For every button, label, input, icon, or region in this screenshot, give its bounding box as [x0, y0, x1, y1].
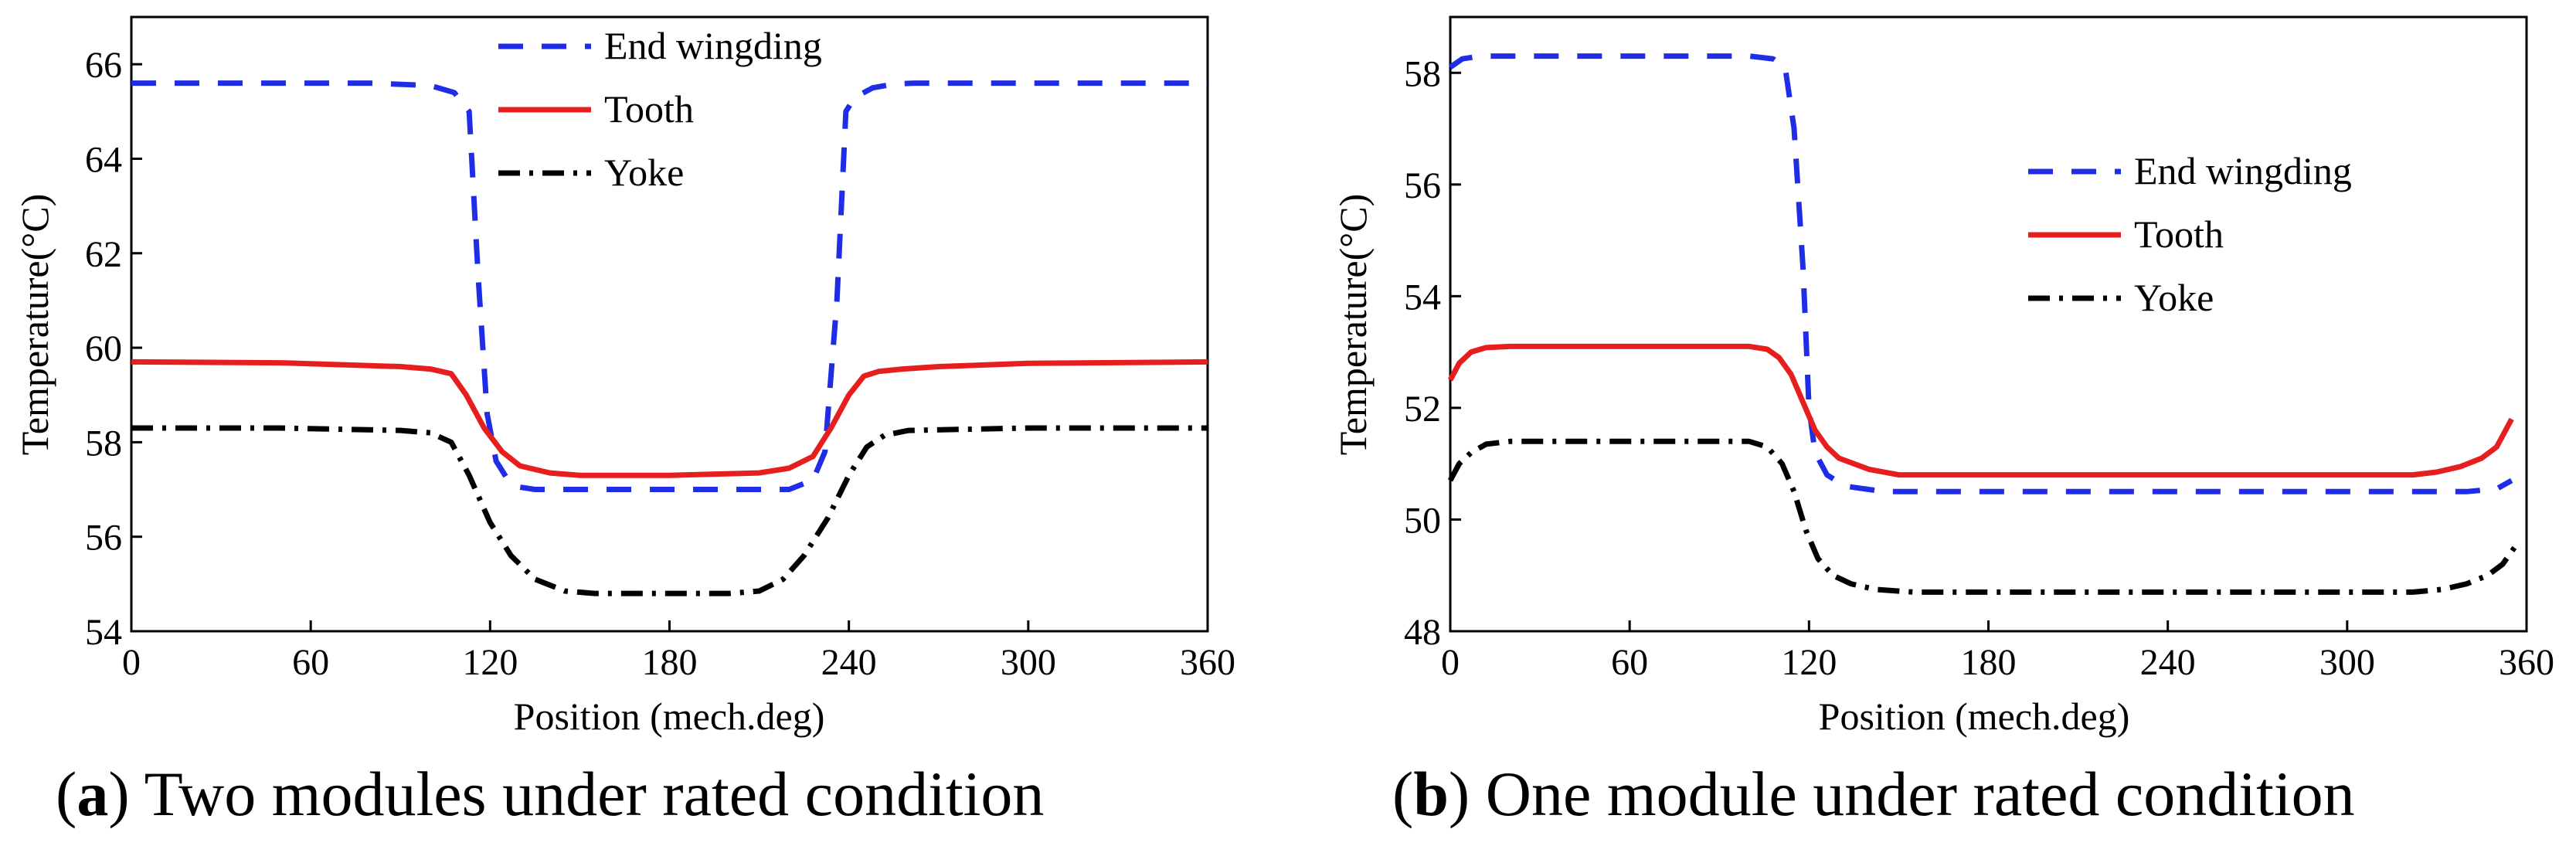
panel-a-series-group — [131, 80, 1208, 596]
panel-b-series-yoke-line — [1447, 438, 2517, 595]
panel-a-y-axis: 54 56 58 60 62 64 66 — [85, 45, 142, 653]
panel-a-y-axis-label: Temperature(°C) — [13, 194, 56, 456]
panel-b-x-tick-label-360: 360 — [2499, 642, 2554, 683]
panel-a-y-tick-label-54: 54 — [85, 612, 122, 653]
panel-b-series-tooth-line — [1447, 343, 2514, 478]
panel-a-x-tick-label-300: 300 — [1001, 642, 1056, 683]
panel-b-x-tick-label-240: 240 — [2140, 642, 2196, 683]
panel-a-x-axis: 0 60 120 180 240 300 360 — [122, 620, 1235, 683]
panel-a-y-tick-label-58: 58 — [85, 423, 122, 464]
panel-b-x-axis: 0 60 120 180 240 300 360 — [1441, 620, 2554, 683]
panel-a-y-tick-label-64: 64 — [85, 139, 122, 180]
panel-a-caption-open-paren: ( — [56, 759, 76, 829]
panel-b-caption-text: One module under rated condition — [1486, 759, 2355, 829]
panel-a-x-tick-label-60: 60 — [292, 642, 329, 683]
panel-a-legend-label-tooth: Tooth — [604, 87, 694, 131]
panel-b-x-tick-label-60: 60 — [1611, 642, 1648, 683]
panel-a-series-tooth-line — [131, 358, 1208, 478]
panel-b-series-end-wingding-line — [1448, 53, 2513, 494]
panel-b-caption-letter: b — [1413, 759, 1449, 829]
panel-b-x-tick-label-300: 300 — [2319, 642, 2375, 683]
panel-b-y-tick-label-58: 58 — [1404, 53, 1441, 94]
panel-a-x-tick-label-360: 360 — [1180, 642, 1235, 683]
panel-a-series-end-wingding-line — [131, 80, 1208, 492]
panel-a-legend-label-yoke: Yoke — [604, 151, 684, 194]
panel-a-caption-text: Two modules under rated condition — [144, 759, 1045, 829]
panel-a-caption: (a) Two modules under rated condition — [56, 759, 1044, 829]
panel-b-y-tick-label-48: 48 — [1404, 612, 1441, 653]
panel-b-y-tick-label-52: 52 — [1404, 389, 1441, 430]
panel-b-chart: 0 60 120 180 240 300 360 48 50 52 54 56 58 Position… — [1331, 15, 2554, 829]
panel-a-series-yoke-line — [131, 425, 1208, 596]
panel-b-series-group — [1447, 53, 2517, 595]
panel-a-x-tick-label-180: 180 — [642, 642, 698, 683]
panel-a-x-tick-label-0: 0 — [122, 642, 141, 683]
panel-b-legend: End wingding Tooth Yoke — [2028, 149, 2352, 319]
panel-b-legend-label-tooth: Tooth — [2134, 212, 2224, 256]
panel-b-y-tick-label-50: 50 — [1404, 500, 1441, 541]
panel-b-y-tick-label-54: 54 — [1404, 277, 1441, 318]
panel-a-legend-label-end-winding: End wingding — [604, 24, 822, 67]
panel-b-x-tick-label-0: 0 — [1441, 642, 1460, 683]
panel-b-legend-label-end-winding: End wingding — [2134, 149, 2352, 192]
panel-a-x-tick-label-120: 120 — [462, 642, 518, 683]
panel-a-caption-close-paren: ) — [108, 759, 144, 829]
panel-a-y-tick-label-56: 56 — [85, 518, 122, 559]
panel-b-y-tick-label-56: 56 — [1404, 165, 1441, 206]
panel-a-caption-letter: a — [76, 759, 108, 829]
panel-a-y-tick-label-66: 66 — [85, 45, 122, 86]
panel-a-y-tick-label-60: 60 — [85, 328, 122, 369]
panel-b-caption-close-paren: ) — [1449, 759, 1486, 829]
panel-b-plot-frame — [1449, 15, 2528, 633]
panel-b-caption: (b) One module under rated condition — [1392, 759, 2355, 829]
panel-b-x-tick-label-180: 180 — [1961, 642, 2017, 683]
panel-b-x-axis-label: Position (mech.deg) — [1819, 695, 2130, 738]
panel-a-y-tick-label-62: 62 — [85, 234, 122, 275]
panel-b-legend-label-yoke: Yoke — [2134, 276, 2214, 319]
panel-a-legend: End wingding Tooth Yoke — [498, 24, 822, 194]
panel-b-y-axis: 48 50 52 54 56 58 — [1404, 53, 1461, 653]
panel-b-y-axis-label: Temperature(°C) — [1331, 194, 1375, 456]
panel-a-x-axis-label: Position (mech.deg) — [514, 695, 825, 738]
panel-b-caption-open-paren: ( — [1392, 759, 1413, 829]
panel-a-x-tick-label-240: 240 — [821, 642, 877, 683]
panel-b-x-tick-label-120: 120 — [1781, 642, 1837, 683]
panel-a-chart: 0 60 120 180 240 300 360 54 56 58 60 62 64 66 Positi… — [13, 15, 1235, 829]
